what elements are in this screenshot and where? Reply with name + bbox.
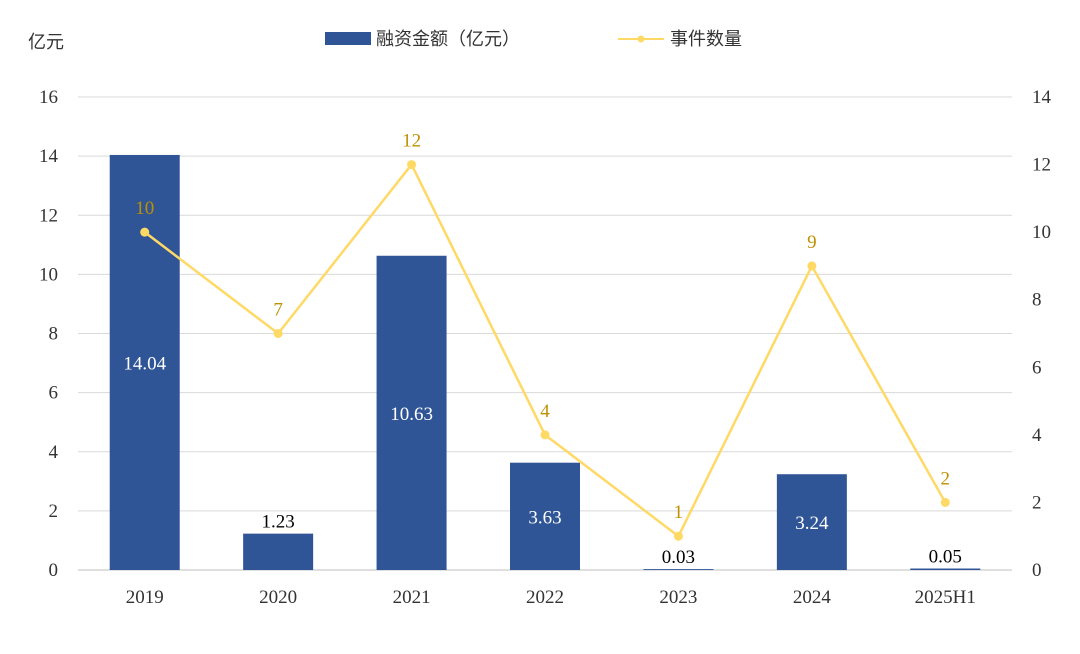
bar <box>109 154 180 570</box>
line-point <box>807 261 817 271</box>
bar <box>643 569 714 570</box>
line-data-label: 12 <box>402 131 421 152</box>
legend-label-line: 事件数量 <box>670 29 742 50</box>
line-point <box>407 160 417 170</box>
left-axis-unit: 亿元 <box>28 32 64 53</box>
line-point <box>940 497 950 507</box>
bar <box>510 462 580 570</box>
x-tick-label: 2023 <box>659 587 697 608</box>
bar-data-label: 0.03 <box>662 547 695 568</box>
y-right-tick-label: 6 <box>1032 357 1042 378</box>
line-point <box>273 329 283 338</box>
y-right-tick-label: 4 <box>1032 425 1042 446</box>
line-point <box>673 531 683 541</box>
y-right-tick-label: 2 <box>1032 492 1042 513</box>
gridlines <box>78 96 1012 571</box>
y-left-tick-label: 14 <box>39 146 59 167</box>
y-left-tick-label: 16 <box>39 87 58 108</box>
x-tick-label: 2022 <box>526 587 564 608</box>
x-tick-label: 2024 <box>793 587 832 608</box>
y-right-tick-label: 10 <box>1032 222 1051 243</box>
legend-swatch-bar <box>325 32 371 45</box>
line-data-label: 4 <box>540 401 550 422</box>
x-tick-label: 2025H1 <box>915 587 976 608</box>
x-tick-label: 2021 <box>393 587 431 608</box>
x-tick-label: 2019 <box>126 587 164 608</box>
y-left-tick-label: 8 <box>49 324 59 345</box>
y-left-tick-label: 10 <box>39 264 58 285</box>
x-tick-label: 2020 <box>259 587 297 608</box>
y-right-tick-label: 12 <box>1032 155 1051 176</box>
y-right-tick-label: 0 <box>1032 560 1042 581</box>
bar-data-label: 3.24 <box>795 513 829 534</box>
line-data-label: 2 <box>941 468 951 489</box>
bar <box>910 568 981 570</box>
y-right-tick-label: 14 <box>1032 87 1052 108</box>
y-left-tick-label: 4 <box>49 442 59 463</box>
bar <box>376 255 447 571</box>
bar-series: 14.04 1.23 10.63 3.63 0.03 3.24 0.05 <box>109 154 981 571</box>
legend-swatch-marker <box>637 35 645 43</box>
bar-data-label: 1.23 <box>262 512 295 533</box>
bar <box>776 474 847 570</box>
y-left-tick-label: 0 <box>49 560 59 581</box>
bar-data-label: 10.63 <box>390 404 433 425</box>
legend-label-bar: 融资金额（亿元） <box>376 29 520 50</box>
line-data-label: 9 <box>807 232 817 253</box>
line-series: 10 7 12 4 1 9 2 <box>135 131 950 541</box>
line-point <box>540 430 550 440</box>
bar <box>243 533 314 570</box>
line-data-label: 1 <box>674 502 684 523</box>
legend: 融资金额（亿元） 事件数量 <box>325 29 742 50</box>
y-left-tick-label: 6 <box>49 383 59 404</box>
line-data-label: 10 <box>135 198 154 219</box>
bar-data-label: 14.04 <box>123 353 166 374</box>
y-left-tick-label: 12 <box>39 205 58 226</box>
line-data-label: 7 <box>273 300 283 321</box>
bar-data-label: 0.05 <box>929 547 962 568</box>
y-left-tick-label: 2 <box>49 501 59 522</box>
line-point <box>140 227 150 237</box>
bar-data-label: 3.63 <box>528 507 561 528</box>
y-right-tick-label: 8 <box>1032 290 1042 311</box>
